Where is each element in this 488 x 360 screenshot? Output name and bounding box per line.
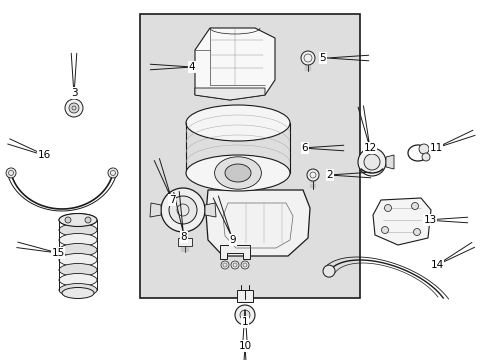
Circle shape (421, 153, 429, 161)
Bar (237, 290, 252, 302)
Circle shape (357, 148, 385, 176)
Ellipse shape (59, 253, 97, 266)
Text: 16: 16 (37, 150, 51, 160)
Circle shape (301, 51, 314, 65)
Text: 2: 2 (326, 170, 333, 180)
Polygon shape (195, 88, 264, 100)
Polygon shape (220, 245, 249, 259)
Circle shape (418, 144, 428, 154)
Polygon shape (204, 203, 216, 217)
Circle shape (363, 154, 379, 170)
Bar (178, 238, 192, 246)
Ellipse shape (185, 105, 289, 141)
Text: 10: 10 (238, 341, 251, 351)
Polygon shape (195, 28, 274, 100)
Circle shape (65, 217, 71, 223)
Ellipse shape (224, 164, 250, 182)
Ellipse shape (59, 213, 97, 226)
Circle shape (241, 261, 248, 269)
Ellipse shape (59, 234, 97, 247)
Ellipse shape (59, 274, 97, 287)
Circle shape (384, 204, 391, 211)
Circle shape (381, 226, 387, 234)
Polygon shape (372, 198, 430, 245)
Circle shape (65, 99, 83, 117)
Text: 1: 1 (241, 317, 248, 327)
Text: 13: 13 (423, 215, 436, 225)
Text: 11: 11 (428, 143, 442, 153)
Circle shape (69, 103, 79, 113)
Circle shape (6, 168, 16, 178)
Text: 12: 12 (363, 143, 376, 153)
Text: 7: 7 (168, 195, 175, 205)
Text: 3: 3 (71, 88, 77, 98)
Ellipse shape (59, 264, 97, 276)
Ellipse shape (59, 224, 97, 237)
Bar (140, 14, 359, 298)
Ellipse shape (59, 213, 97, 226)
Circle shape (108, 168, 118, 178)
Circle shape (230, 261, 239, 269)
Text: 14: 14 (429, 260, 443, 270)
Text: 6: 6 (301, 143, 307, 153)
Circle shape (161, 188, 204, 232)
Circle shape (306, 169, 318, 181)
Circle shape (240, 310, 249, 320)
Circle shape (221, 261, 228, 269)
Polygon shape (150, 203, 161, 217)
Circle shape (85, 217, 91, 223)
Text: 8: 8 (181, 232, 187, 242)
Ellipse shape (214, 157, 261, 189)
Circle shape (235, 305, 254, 325)
Ellipse shape (62, 288, 94, 298)
Circle shape (323, 265, 334, 277)
Text: 4: 4 (188, 62, 195, 72)
Text: 5: 5 (319, 53, 325, 63)
Text: 15: 15 (51, 248, 64, 258)
Circle shape (169, 196, 197, 224)
Ellipse shape (59, 243, 97, 256)
Ellipse shape (185, 155, 289, 191)
Polygon shape (385, 155, 393, 169)
Circle shape (411, 202, 418, 210)
Circle shape (413, 229, 420, 235)
Ellipse shape (59, 284, 97, 297)
Text: 9: 9 (229, 235, 236, 245)
Polygon shape (205, 190, 309, 256)
